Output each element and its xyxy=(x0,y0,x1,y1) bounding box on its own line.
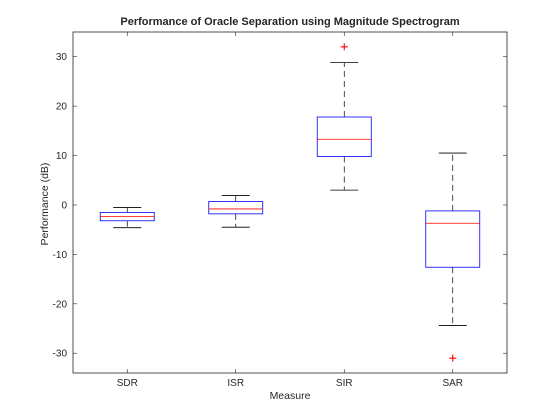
y-tick-label: -10 xyxy=(53,250,68,261)
y-tick-label: -20 xyxy=(53,299,68,310)
y-tick-label: 20 xyxy=(56,102,68,113)
box-isr xyxy=(208,201,264,215)
chart-title: Performance of Oracle Separation using M… xyxy=(120,16,459,28)
x-tick-label: ISR xyxy=(227,378,244,389)
axes-box xyxy=(72,31,508,374)
outlier-sar xyxy=(449,354,457,362)
x-tick-label: SAR xyxy=(442,378,463,389)
box-sir xyxy=(316,116,372,157)
y-tick-label: 10 xyxy=(56,151,68,162)
outlier-sir xyxy=(340,43,348,51)
x-axis-label: Measure xyxy=(270,390,311,402)
y-tick-label: 0 xyxy=(61,200,67,211)
x-tick-label: SIR xyxy=(336,378,353,389)
x-tick-label: SDR xyxy=(117,378,138,389)
box-sar xyxy=(425,210,481,268)
y-tick-label: 30 xyxy=(56,52,68,63)
plot-area: -30 -20 -10 0 10 20 30 SDR ISR SIR SAR xyxy=(53,31,508,389)
y-tick-label: -30 xyxy=(53,349,68,360)
y-axis-label: Performance (dB) xyxy=(39,163,51,246)
